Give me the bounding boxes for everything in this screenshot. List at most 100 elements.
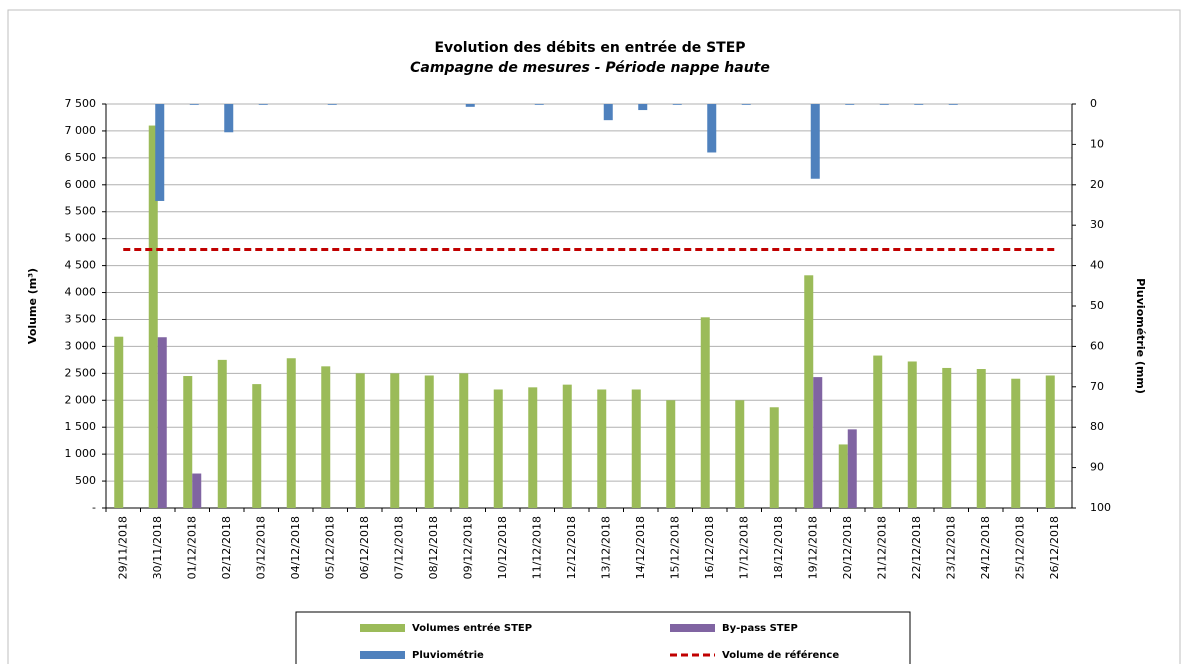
legend-label: Volumes entrée STEP — [412, 622, 532, 634]
y2-tick-label: 60 — [1090, 339, 1104, 352]
bar — [1011, 378, 1021, 508]
bar — [157, 337, 167, 508]
rain-bar — [534, 104, 544, 105]
bar — [942, 367, 952, 508]
bar — [813, 377, 823, 508]
bar — [114, 336, 124, 508]
rain-bar — [603, 104, 613, 121]
x-tick-label: 17/12/2018 — [737, 516, 750, 579]
y2-axis-title: Pluviométrie (mm) — [1134, 278, 1147, 394]
legend-swatch — [360, 624, 405, 632]
x-tick-label: 15/12/2018 — [668, 516, 681, 579]
x-tick-label: 06/12/2018 — [358, 516, 371, 579]
bar — [873, 355, 883, 508]
bar — [631, 389, 641, 508]
chart-title: Evolution des débits en entrée de STEP — [434, 40, 745, 56]
bar — [976, 369, 986, 508]
rain-bar — [879, 104, 889, 105]
x-tick-label: 12/12/2018 — [565, 516, 578, 579]
x-tick-label: 09/12/2018 — [461, 516, 474, 579]
bar — [493, 389, 503, 508]
y2-tick-label: 50 — [1090, 299, 1104, 312]
rain-bar — [741, 104, 751, 105]
x-tick-label: 13/12/2018 — [599, 516, 612, 579]
y-axis-title: Volume (m³) — [26, 268, 39, 344]
x-tick-label: 03/12/2018 — [254, 516, 267, 579]
y2-tick-label: 90 — [1090, 461, 1104, 474]
y-tick-label: 2 500 — [65, 366, 97, 379]
bar — [666, 400, 676, 508]
y-tick-label: 6 500 — [65, 151, 97, 164]
x-tick-label: 07/12/2018 — [392, 516, 405, 579]
x-tick-label: 05/12/2018 — [323, 516, 336, 579]
legend-label: By-pass STEP — [722, 623, 798, 634]
y-tick-label: 3 500 — [65, 312, 97, 325]
x-tick-label: 25/12/2018 — [1013, 516, 1026, 579]
bar — [286, 358, 296, 508]
x-tick-label: 23/12/2018 — [944, 516, 957, 579]
x-tick-label: 22/12/2018 — [910, 516, 923, 579]
y-tick-label: 4 500 — [65, 259, 97, 272]
x-tick-label: 24/12/2018 — [979, 516, 992, 579]
y-tick-label: 1 000 — [65, 447, 97, 460]
y-tick-label: 2 000 — [65, 393, 97, 406]
y-tick-label: 7 000 — [65, 124, 97, 137]
bar — [838, 444, 848, 508]
bar — [700, 317, 710, 508]
y2-tick-label: 100 — [1090, 501, 1111, 514]
bar — [424, 375, 434, 508]
bar — [562, 384, 572, 508]
rain-bar — [948, 104, 958, 105]
bar — [804, 275, 814, 508]
x-tick-label: 02/12/2018 — [220, 516, 233, 579]
y-tick-label: 5 500 — [65, 205, 97, 218]
rain-bar — [707, 104, 717, 153]
y-tick-label: 4 000 — [65, 286, 97, 299]
x-tick-label: 11/12/2018 — [530, 516, 543, 579]
legend-swatch — [670, 624, 715, 632]
bar — [183, 376, 193, 508]
y-tick-label: 3 000 — [65, 339, 97, 352]
y-tick-label: 500 — [75, 474, 96, 487]
chart-frame — [7, 9, 1181, 668]
x-tick-label: 19/12/2018 — [806, 516, 819, 579]
legend-label: Pluviométrie — [412, 649, 484, 661]
bar — [1045, 375, 1055, 508]
bar — [769, 407, 779, 508]
bar — [192, 473, 202, 508]
bar — [390, 373, 400, 508]
bar — [252, 384, 262, 508]
x-tick-label: 29/11/2018 — [116, 516, 129, 579]
y-tick-label: 1 500 — [65, 420, 97, 433]
y-tick-label: 7 500 — [65, 97, 97, 110]
legend-label: Volume de référence — [722, 649, 839, 661]
x-tick-label: 21/12/2018 — [875, 516, 888, 579]
legend-swatch — [360, 651, 405, 659]
rain-bar — [914, 104, 924, 105]
y-tick-label: 6 000 — [65, 178, 97, 191]
rain-bar — [155, 104, 165, 201]
y-tick-label: 5 000 — [65, 232, 97, 245]
y-tick-label: - — [92, 501, 96, 514]
rain-bar — [845, 104, 855, 105]
y2-tick-label: 0 — [1090, 97, 1097, 110]
rain-bar — [638, 104, 648, 111]
x-tick-label: 04/12/2018 — [289, 516, 302, 579]
rain-bar — [810, 104, 820, 179]
bar — [597, 389, 607, 508]
x-tick-label: 10/12/2018 — [496, 516, 509, 579]
bar — [148, 125, 158, 509]
bar — [355, 373, 365, 508]
rain-bar — [189, 104, 199, 105]
rain-bar — [672, 104, 682, 105]
y2-tick-label: 40 — [1090, 259, 1104, 272]
x-tick-label: 16/12/2018 — [703, 516, 716, 579]
rain-bar — [327, 104, 337, 105]
y2-tick-label: 30 — [1090, 218, 1104, 231]
x-tick-label: 14/12/2018 — [634, 516, 647, 579]
x-tick-label: 20/12/2018 — [841, 516, 854, 579]
x-tick-label: 26/12/2018 — [1048, 516, 1061, 579]
y2-tick-label: 20 — [1090, 178, 1104, 191]
bar — [459, 373, 469, 508]
